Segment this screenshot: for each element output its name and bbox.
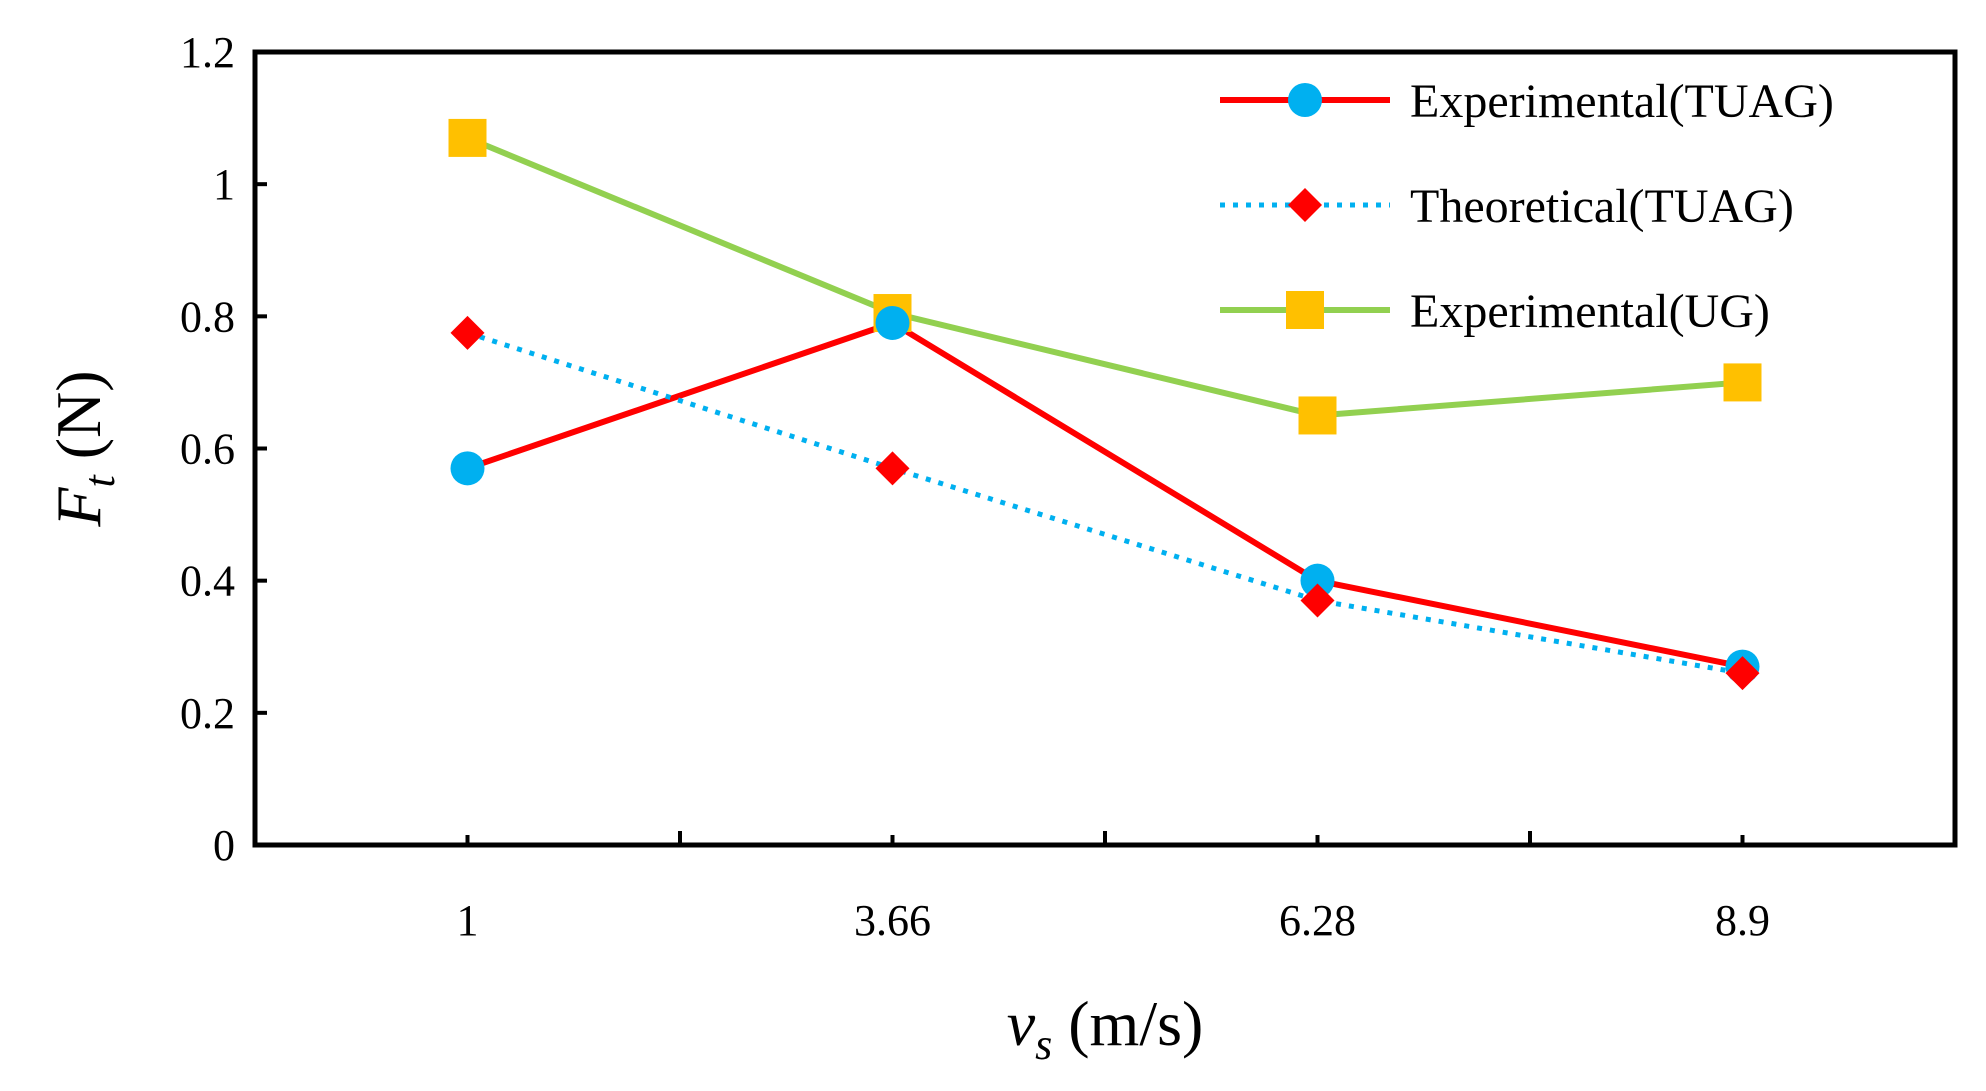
legend-entry-experimental-tuag: Experimental(TUAG) bbox=[1220, 75, 1834, 128]
legend-marker-experimental-tuag bbox=[1288, 83, 1322, 117]
legend-marker-theoretical-tuag bbox=[1288, 188, 1322, 222]
legend: Experimental(TUAG) Theoretical(TUAG) Exper… bbox=[1220, 75, 1834, 338]
x-axis-subscript: s bbox=[1035, 1020, 1052, 1069]
data-point-experimental-tuag bbox=[450, 451, 485, 486]
legend-label-theoretical-tuag: Theoretical(TUAG) bbox=[1410, 180, 1794, 233]
x-tick-label: 3.66 bbox=[854, 896, 931, 945]
y-tick-label: 0.8 bbox=[180, 292, 235, 341]
x-tick-label: 6.28 bbox=[1279, 896, 1356, 945]
series-experimental-tuag bbox=[466, 319, 1744, 670]
legend-entry-experimental-ug: Experimental(UG) bbox=[1220, 285, 1770, 338]
y-tick-label: 0.2 bbox=[180, 689, 235, 738]
series-experimental-ug bbox=[466, 135, 1743, 419]
x-tick-label: 8.9 bbox=[1715, 896, 1770, 945]
y-tick-label: 1.2 bbox=[180, 28, 235, 77]
series-markers-theoretical-tuag bbox=[450, 315, 1760, 691]
y-axis-unit: (N) bbox=[43, 370, 114, 475]
data-point-experimental-ug bbox=[448, 118, 487, 157]
series-line-experimental-ug bbox=[466, 135, 1743, 419]
data-point-experimental-tuag bbox=[1300, 563, 1335, 598]
series-theoretical-tuag bbox=[466, 330, 1743, 676]
data-point-experimental-ug bbox=[1723, 363, 1762, 402]
data-point-theoretical-tuag bbox=[1725, 656, 1760, 691]
x-axis-unit: (m/s) bbox=[1052, 988, 1203, 1059]
x-axis-title: vs (m/s) bbox=[1007, 988, 1204, 1069]
data-point-experimental-ug bbox=[1298, 396, 1337, 435]
x-tick-label: 1 bbox=[457, 896, 479, 945]
y-tick-label: 0 bbox=[213, 821, 235, 870]
axes: 0 0.2 0.4 0.6 0.8 1 1.2 1 3.66 6.28 8.9 bbox=[180, 28, 1770, 945]
legend-label-experimental-tuag: Experimental(TUAG) bbox=[1410, 75, 1834, 128]
y-axis-title: Ft (N) bbox=[43, 370, 124, 527]
legend-label-experimental-ug: Experimental(UG) bbox=[1410, 285, 1770, 338]
y-axis-subscript: t bbox=[75, 473, 124, 487]
data-point-experimental-tuag bbox=[875, 305, 910, 340]
series-line-experimental-tuag bbox=[466, 319, 1744, 670]
series-line-theoretical-tuag bbox=[466, 330, 1743, 676]
legend-marker-experimental-ug bbox=[1286, 291, 1324, 329]
y-tick-label: 0.6 bbox=[180, 425, 235, 474]
y-axis-symbol: F bbox=[43, 487, 114, 528]
legend-entry-theoretical-tuag: Theoretical(TUAG) bbox=[1220, 180, 1794, 233]
x-axis-symbol: v bbox=[1007, 988, 1036, 1059]
data-point-theoretical-tuag bbox=[1300, 583, 1335, 618]
y-tick-label: 0.4 bbox=[180, 557, 235, 606]
y-tick-label: 1 bbox=[213, 160, 235, 209]
data-point-theoretical-tuag bbox=[875, 451, 910, 486]
series-group bbox=[448, 118, 1762, 691]
data-point-theoretical-tuag bbox=[450, 315, 485, 350]
